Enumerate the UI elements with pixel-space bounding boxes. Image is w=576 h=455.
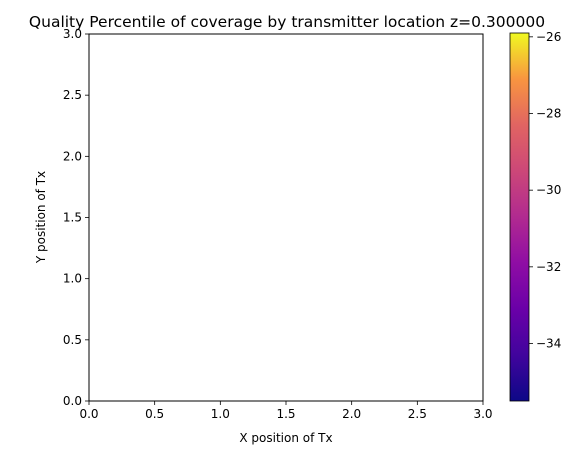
x-tick-label: 1.0 [211,407,230,421]
x-tick-label: 0.5 [145,407,164,421]
x-tick-label: 0.0 [79,407,98,421]
y-axis-ticks: 0.0 0.5 1.0 1.5 2.0 2.5 3.0 [63,27,89,408]
y-tick-label: 2.0 [63,149,82,163]
y-tick-label: 3.0 [63,27,82,41]
x-tick-label: 1.5 [276,407,295,421]
colorbar-tick-label: −26 [536,30,561,44]
x-axis-label: X position of Tx [239,431,332,445]
colorbar-tick-label: −28 [536,107,561,121]
chart-title: Quality Percentile of coverage by transm… [29,13,545,31]
colorbar-gradient [509,32,530,402]
x-tick-label: 2.5 [408,407,427,421]
plot-area: 0.0 0.5 1.0 1.5 2.0 2.5 3.0 0.0 0.5 1.0 1.5 2.0 2.5… [63,27,493,421]
colorbar-tick-label: −32 [536,260,561,274]
y-tick-label: 0.0 [63,394,82,408]
y-tick-label: 0.5 [63,333,82,347]
x-tick-label: 2.0 [342,407,361,421]
x-tick-label: 3.0 [473,407,492,421]
colorbar-tick-label: −34 [536,337,561,351]
colorbar-ticks: −34 −32 −30 −28 −26 [529,30,561,351]
colorbar-tick-label: −30 [536,183,561,197]
y-axis-label: Y position of Tx [34,171,48,264]
y-tick-label: 1.5 [63,211,82,225]
x-axis-ticks: 0.0 0.5 1.0 1.5 2.0 2.5 3.0 [79,401,493,421]
colorbar: −34 −32 −30 −28 −26 [509,30,561,402]
plot-frame [88,33,484,402]
y-tick-label: 2.5 [63,88,82,102]
y-tick-label: 1.0 [63,272,82,286]
